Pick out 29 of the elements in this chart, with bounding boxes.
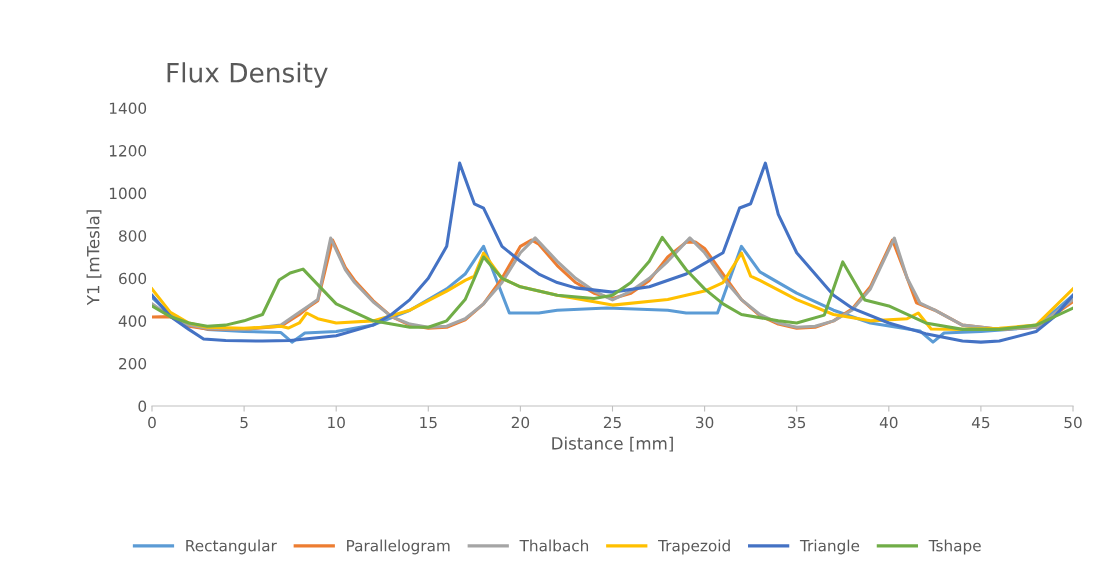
y-tick-label: 800 — [119, 230, 147, 242]
x-tick-label: 25 — [603, 416, 621, 429]
x-tick-label: 50 — [1064, 416, 1082, 429]
chart-title: Flux Density — [167, 62, 328, 88]
legend-label: Thalbach — [519, 539, 589, 552]
x-tick-label: 45 — [971, 416, 990, 429]
x-tick-label: 30 — [696, 416, 714, 429]
x-tick-label: 35 — [788, 416, 806, 429]
x-tick-label: 5 — [240, 416, 248, 429]
legend-label: Rectangular — [186, 539, 277, 555]
y-tick-label: 200 — [119, 357, 147, 370]
x-tick-label: 0 — [148, 416, 156, 429]
y-tick-label: 1400 — [109, 102, 147, 115]
x-tick-label: 10 — [328, 416, 345, 429]
legend-label: Triangle — [799, 539, 860, 555]
legend-label: Tshape — [928, 539, 981, 555]
y-tick-label: 400 — [118, 315, 147, 327]
x-axis-title: Distance [mm] — [552, 436, 673, 452]
x-tick-label: 20 — [511, 416, 530, 429]
y-axis-title: Y1 [mTesla] — [86, 210, 102, 306]
y-tick-label: 1200 — [109, 145, 147, 157]
y-tick-label: 0 — [138, 400, 147, 413]
y-tick-label: 1000 — [109, 187, 147, 200]
line-series — [152, 161, 1073, 344]
legend-label: Parallelogram — [347, 539, 450, 555]
x-tick-label: 40 — [879, 416, 898, 429]
legend-label: Trapezoid — [658, 539, 730, 555]
y-tick-label: 600 — [119, 272, 147, 285]
x-tick-label: 15 — [420, 416, 437, 429]
